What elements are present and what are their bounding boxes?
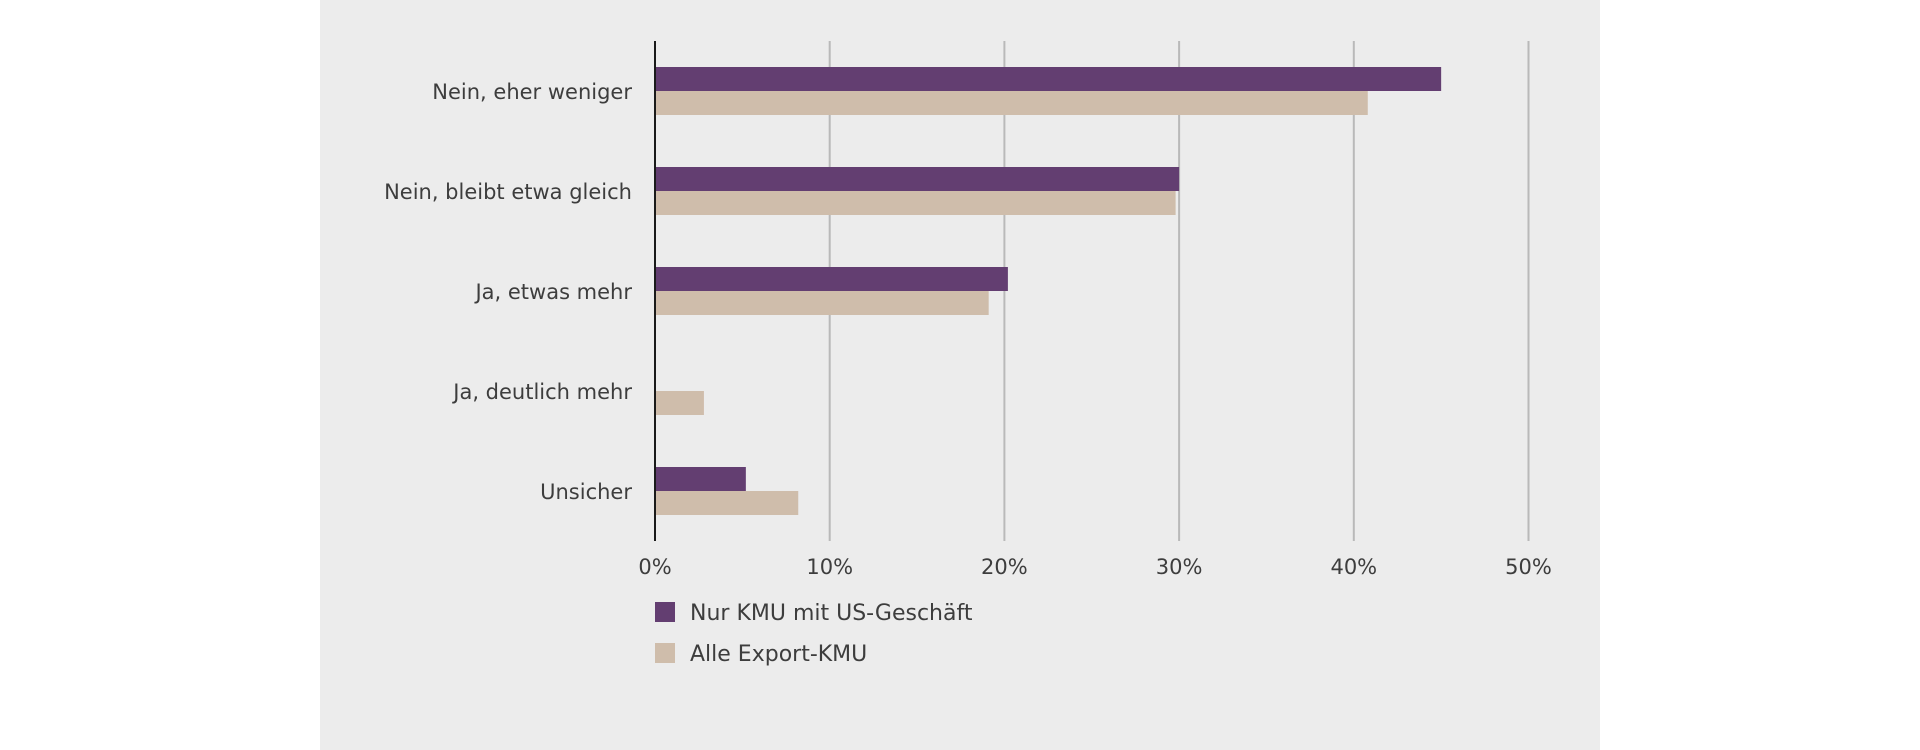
category-label: Nein, bleibt etwa gleich (384, 180, 632, 204)
bar-all-4 (655, 491, 799, 515)
category-label: Ja, deutlich mehr (451, 380, 632, 404)
bar-all-1 (655, 191, 1176, 215)
x-tick-label: 20% (981, 555, 1028, 579)
x-tick-label: 50% (1505, 555, 1552, 579)
x-tick-label: 40% (1330, 555, 1377, 579)
bar-all-3 (655, 391, 704, 415)
x-tick-label: 10% (806, 555, 853, 579)
bar-chart: Nein, eher weniger Nein, bleibt etwa glei… (384, 41, 1552, 667)
bar-us-4 (655, 467, 746, 491)
bar-us-2 (655, 267, 1008, 291)
x-tick-label: 0% (638, 555, 671, 579)
legend-label: Nur KMU mit US-Geschäft (690, 601, 973, 626)
legend-swatch-all (655, 643, 675, 663)
bar-all-2 (655, 291, 989, 315)
chart-panel: Nein, eher weniger Nein, bleibt etwa glei… (320, 0, 1600, 750)
category-label: Unsicher (540, 480, 632, 504)
category-label: Ja, etwas mehr (473, 280, 632, 304)
legend-swatch-us (655, 602, 675, 622)
bar-us-1 (655, 167, 1180, 191)
bar-all-0 (655, 91, 1368, 115)
category-label: Nein, eher weniger (432, 80, 632, 104)
x-tick-label: 30% (1156, 555, 1203, 579)
legend-label: Alle Export-KMU (690, 642, 867, 667)
bar-us-0 (655, 67, 1442, 91)
